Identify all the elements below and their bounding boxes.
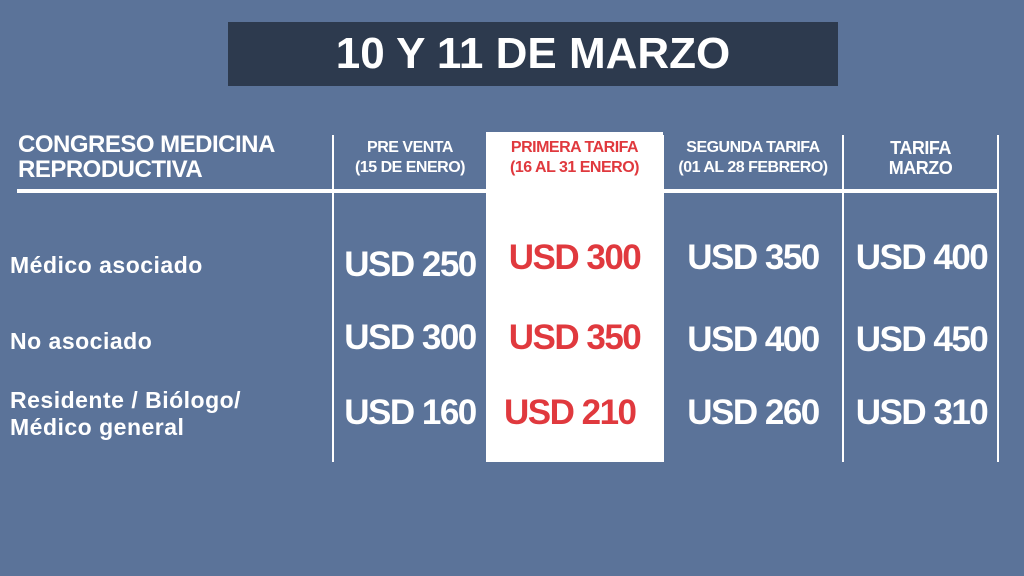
column-header-line: PRIMERA TARIFA xyxy=(510,139,639,156)
table-title-line: CONGRESO MEDICINA xyxy=(18,131,275,158)
header-divider xyxy=(17,189,999,193)
column-header-line: SEGUNDA TARIFA xyxy=(686,139,820,156)
row-label-text: Médico general xyxy=(10,414,185,440)
row-label-text: Médico asociado xyxy=(10,252,203,278)
column-header-line: MARZO xyxy=(888,158,953,178)
price-cell: USD 210 xyxy=(504,393,637,432)
row-label-text: No asociado xyxy=(10,328,153,354)
divider xyxy=(842,135,844,462)
price-cell: USD 350 xyxy=(508,318,642,357)
price-cell: USD 260 xyxy=(687,393,820,432)
highlighted-column xyxy=(486,132,663,462)
column-header-tarifa-marzo: TARIFA MARZO xyxy=(844,138,997,178)
price-cell: USD 310 xyxy=(855,393,989,432)
price-cell: USD 350 xyxy=(687,238,820,277)
row-label: No asociado xyxy=(10,328,152,355)
price-cell: USD 400 xyxy=(687,320,820,359)
column-header-line: (15 DE ENERO) xyxy=(355,159,465,176)
column-header-line: PRE VENTA xyxy=(367,139,453,156)
table-title: CONGRESO MEDICINA REPRODUCTIVA xyxy=(18,132,275,182)
divider xyxy=(332,135,334,462)
page-title: 10 Y 11 DE MARZO xyxy=(228,22,838,86)
price-cell: USD 250 xyxy=(344,245,477,284)
price-cell: USD 160 xyxy=(344,393,477,432)
column-header-pre-venta: PRE VENTA (15 DE ENERO) xyxy=(334,138,486,178)
price-cell: USD 400 xyxy=(855,238,989,277)
column-header-segunda-tarifa: SEGUNDA TARIFA (01 AL 28 FEBRERO) xyxy=(663,138,843,178)
price-cell: USD 450 xyxy=(855,320,989,359)
row-label-text: Residente / Biólogo/ xyxy=(10,387,242,413)
column-header-line: (16 AL 31 ENERO) xyxy=(510,159,639,176)
price-cell: USD 300 xyxy=(508,238,642,277)
price-cell: USD 300 xyxy=(344,318,477,357)
table-title-line: REPRODUCTIVA xyxy=(18,156,203,183)
row-label: Médico asociado xyxy=(10,252,203,279)
column-header-line: TARIFA xyxy=(890,138,951,158)
divider xyxy=(662,135,664,462)
divider xyxy=(997,135,999,462)
column-header-line: (01 AL 28 FEBRERO) xyxy=(678,159,828,176)
row-label: Residente / Biólogo/ Médico general xyxy=(10,387,241,441)
column-header-primera-tarifa: PRIMERA TARIFA (16 AL 31 ENERO) xyxy=(486,138,663,178)
